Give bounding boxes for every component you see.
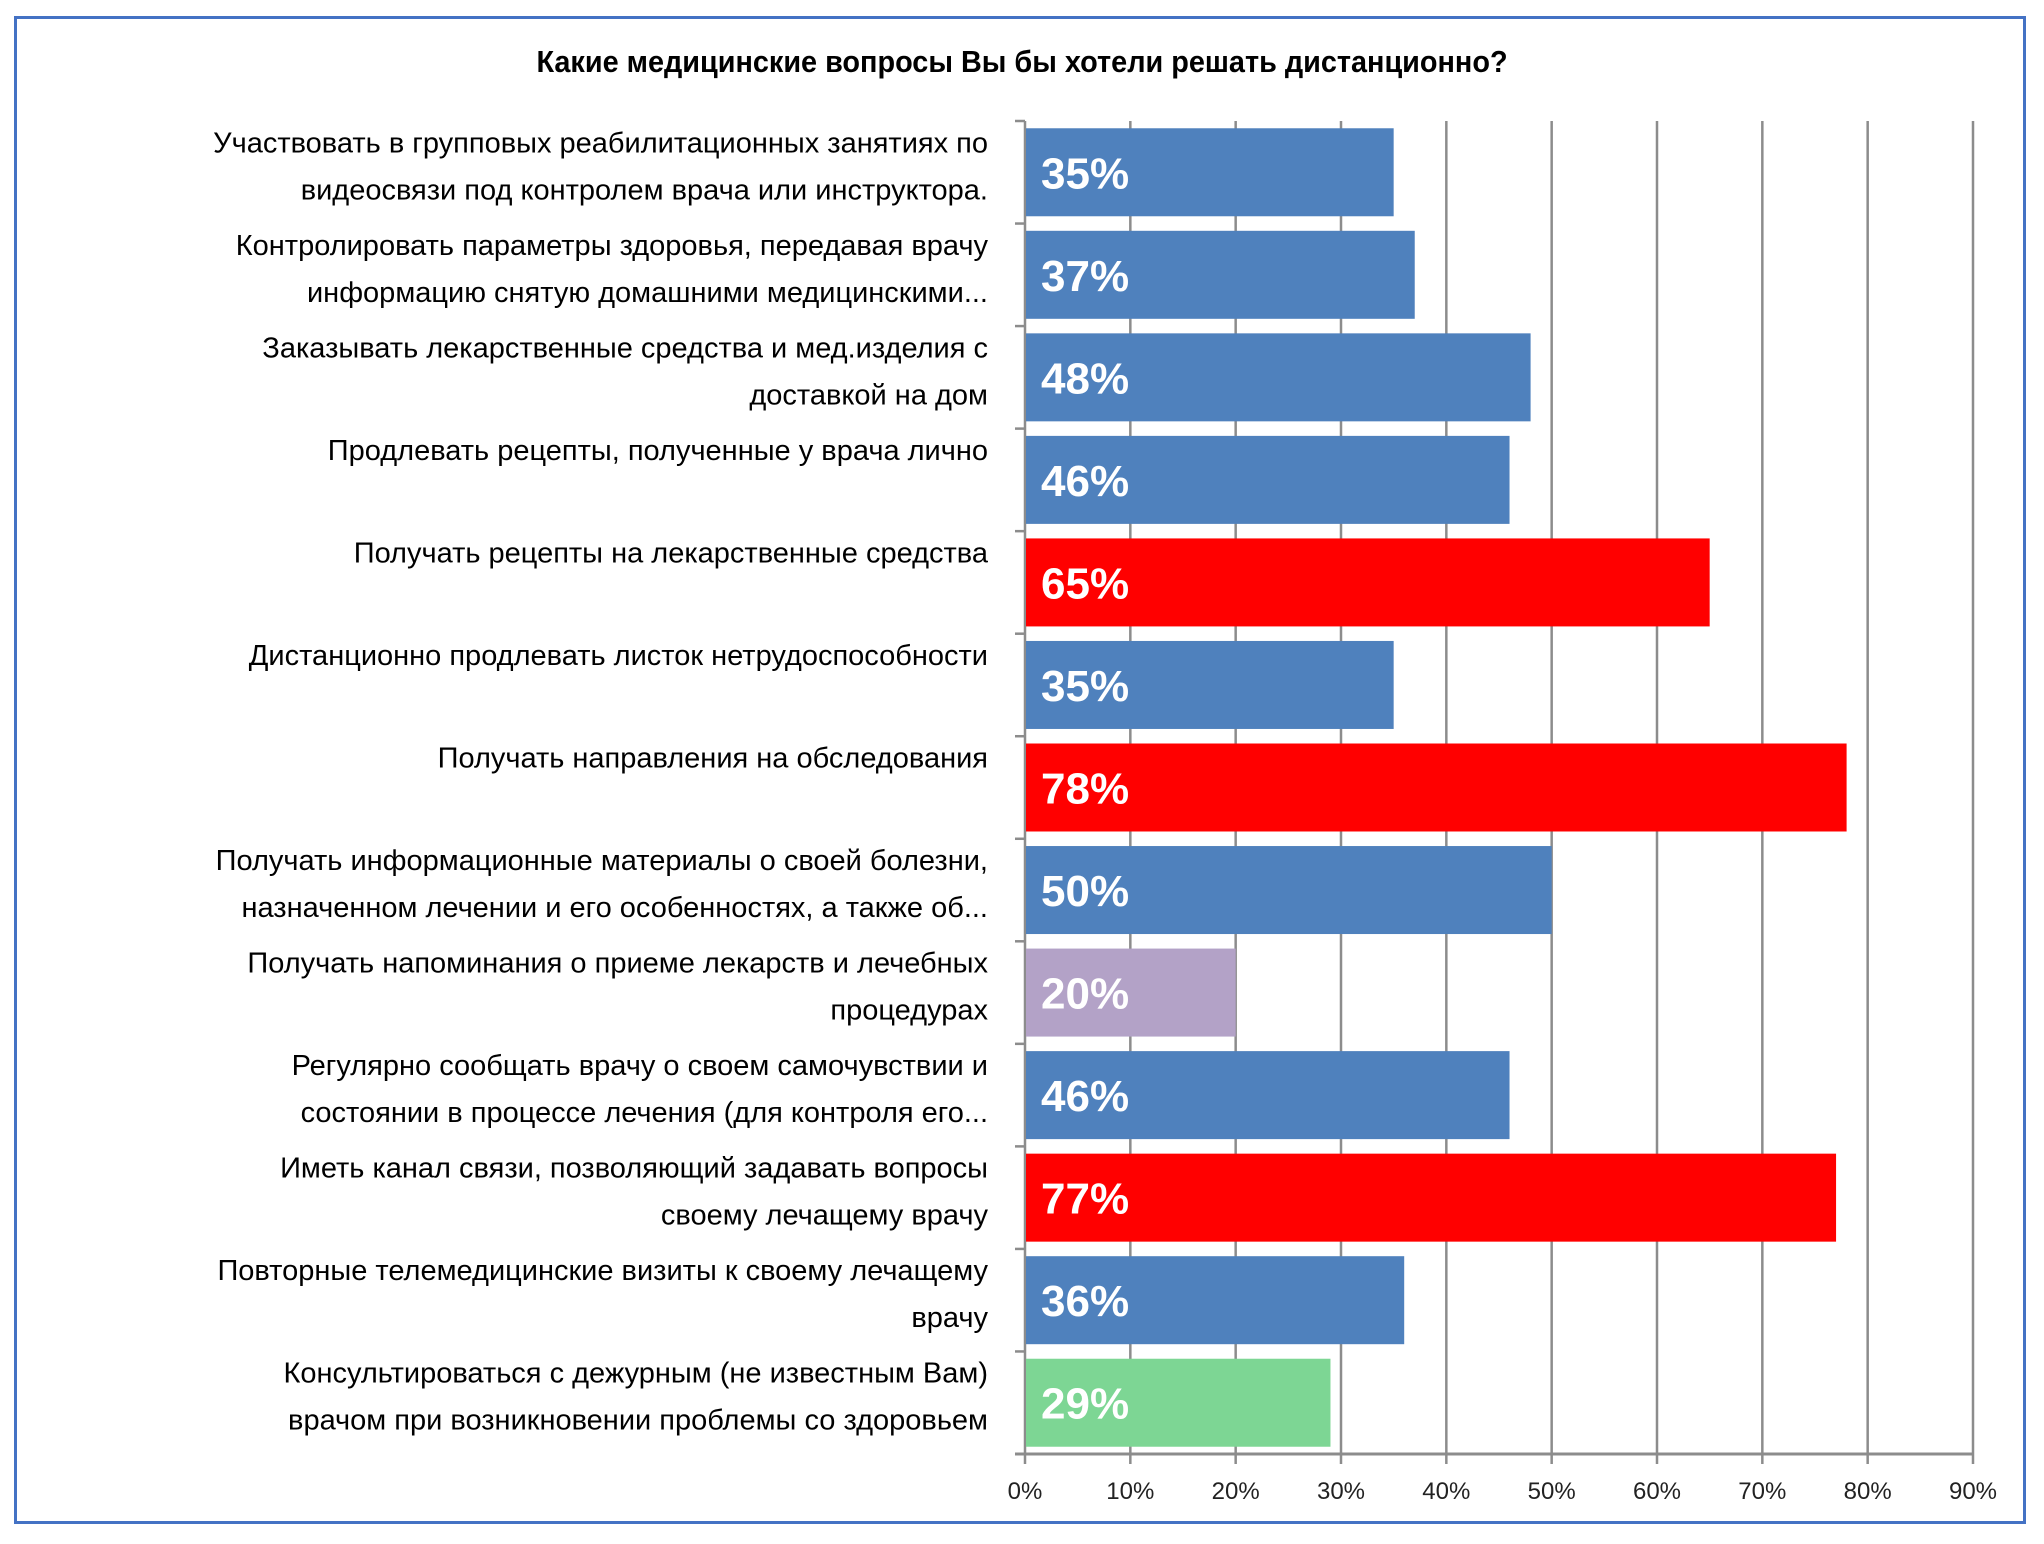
bar-value-label: 29%	[1041, 1380, 1129, 1429]
x-tick-label: 20%	[1212, 1478, 1260, 1505]
bar-value-label: 46%	[1041, 457, 1129, 506]
category-label: своему лечащему врачу	[661, 1200, 989, 1232]
bar-value-label: 35%	[1041, 662, 1129, 711]
bar	[1026, 230, 1415, 319]
x-tick-label: 10%	[1106, 1478, 1154, 1505]
x-tick-label: 0%	[1008, 1478, 1043, 1505]
chart-frame	[14, 16, 2026, 1524]
category-label: назначенном лечении и его особенностях, …	[241, 892, 988, 924]
category-label: Дистанционно продлевать листок нетрудосп…	[249, 640, 988, 672]
bar	[1026, 435, 1510, 524]
bar-value-label: 77%	[1041, 1175, 1129, 1224]
bar	[1026, 640, 1394, 729]
category-label: информацию снятую домашними медицинскими…	[307, 277, 988, 309]
x-tick-label: 70%	[1738, 1478, 1786, 1505]
category-label: Продлевать рецепты, полученные у врача л…	[328, 435, 988, 467]
bar	[1026, 1256, 1405, 1345]
bar	[1026, 128, 1394, 217]
bar	[1026, 948, 1236, 1037]
bar-value-label: 78%	[1041, 765, 1129, 814]
bar	[1026, 846, 1552, 935]
category-label: Получать информационные материалы о свое…	[216, 845, 988, 877]
x-tick-label: 80%	[1844, 1478, 1892, 1505]
bar-value-label: 37%	[1041, 252, 1129, 301]
bar	[1026, 743, 1847, 832]
category-label: Получать рецепты на лекарственные средст…	[354, 537, 989, 569]
category-label: Иметь канал связи, позволяющий задавать …	[280, 1153, 988, 1185]
category-label: Получать направления на обследования	[438, 743, 988, 775]
x-tick-label: 50%	[1528, 1478, 1576, 1505]
x-tick-label: 40%	[1422, 1478, 1470, 1505]
category-label: состоянии в процессе лечения (для контро…	[301, 1097, 988, 1129]
bar-value-label: 20%	[1041, 970, 1129, 1019]
bar	[1026, 333, 1531, 422]
bar	[1026, 1153, 1837, 1242]
category-label: Регулярно сообщать врачу о своем самочув…	[292, 1050, 988, 1082]
bar	[1026, 538, 1710, 627]
category-label: доставкой на дом	[749, 379, 988, 411]
category-label: Заказывать лекарственные средства и мед.…	[262, 332, 988, 364]
category-label: Консультироваться с дежурным (не известн…	[283, 1358, 988, 1390]
x-tick-label: 30%	[1317, 1478, 1365, 1505]
bar-value-label: 36%	[1041, 1277, 1129, 1326]
x-tick-label: 90%	[1949, 1478, 1997, 1505]
category-label: процедурах	[830, 995, 988, 1027]
bar	[1026, 1358, 1331, 1447]
category-label: Получать напоминания о приеме лекарств и…	[247, 948, 988, 980]
bar-value-label: 35%	[1041, 149, 1129, 198]
bar	[1026, 1051, 1510, 1140]
bar-value-label: 50%	[1041, 867, 1129, 916]
bar-value-label: 46%	[1041, 1072, 1129, 1121]
category-label: Контролировать параметры здоровья, перед…	[236, 230, 989, 262]
x-tick-label: 60%	[1633, 1478, 1681, 1505]
category-label: врачом при возникновении проблемы со здо…	[288, 1405, 988, 1437]
category-label: видеосвязи под контролем врача или инстр…	[301, 174, 988, 206]
category-label: Участвовать в групповых реабилитационных…	[213, 127, 988, 159]
chart-title: Какие медицинские вопросы Вы бы хотели р…	[536, 44, 1508, 79]
category-label: Повторные телемедицинские визиты к своем…	[217, 1255, 988, 1287]
bar-value-label: 65%	[1041, 559, 1129, 608]
bar-value-label: 48%	[1041, 354, 1129, 403]
category-label: врачу	[911, 1302, 988, 1334]
